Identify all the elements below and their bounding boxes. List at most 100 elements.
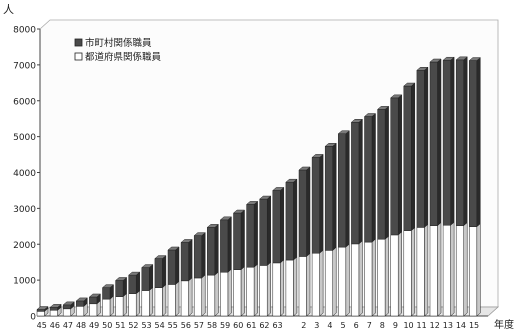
- bar-segment-prefectural: [298, 252, 311, 317]
- bar-segment-municipal-face: [376, 106, 390, 110]
- bar-segment-prefectural: [128, 290, 140, 317]
- bar-segment-municipal-face: [206, 224, 219, 228]
- bar-segment-municipal-face: [62, 301, 75, 306]
- bar-segment-municipal: [180, 238, 193, 282]
- bar-segment-municipal-face: [115, 280, 124, 297]
- bar-segment-municipal-face: [377, 109, 386, 240]
- bar-segment-municipal-face: [272, 187, 285, 191]
- bar-segment-municipal-face: [345, 130, 350, 248]
- bar-segment-municipal-face: [89, 296, 98, 305]
- bar-segment-municipal-face: [298, 169, 307, 257]
- x-tick-label: 10: [403, 321, 413, 330]
- x-tick-label: 52: [128, 321, 138, 330]
- bar-segment-municipal-face: [253, 200, 258, 268]
- bar-segment-municipal: [403, 82, 416, 232]
- bar-segment-municipal: [206, 223, 219, 276]
- bar-segment-municipal: [141, 264, 154, 292]
- bar-segment-municipal-face: [214, 223, 219, 276]
- bar-segment-prefectural: [115, 293, 127, 317]
- x-tick-label: 15: [469, 321, 479, 330]
- bar-segment-municipal: [416, 66, 429, 228]
- x-tick-label: 4: [327, 321, 332, 330]
- bar-segment-prefectural-face: [403, 230, 412, 317]
- bar-segment-prefectural-face: [240, 266, 245, 317]
- x-tick-label: 12: [430, 321, 440, 330]
- bar-segment-prefectural-face: [266, 261, 271, 317]
- bar-segment-municipal-face: [75, 297, 88, 302]
- bar-segment-prefectural-face: [76, 306, 85, 317]
- y-tick-label: 2000: [13, 241, 36, 251]
- bar-segment-municipal-face: [469, 60, 478, 227]
- bar-segment-prefectural-face: [102, 298, 111, 317]
- bar-segment-prefectural: [233, 266, 245, 317]
- bar-segment-municipal-face: [337, 130, 350, 135]
- bar-segment-municipal-face: [240, 209, 245, 271]
- y-tick-label: 6000: [13, 97, 36, 107]
- bar-segment-prefectural-face: [193, 277, 202, 317]
- bar-segment-municipal: [245, 200, 259, 268]
- bar-segment-prefectural-face: [397, 231, 402, 317]
- y-tick-label: 0: [30, 313, 36, 323]
- bar-segment-municipal-face: [280, 186, 285, 264]
- bar-segment-prefectural-face: [377, 238, 386, 317]
- bar-segment-municipal-face: [167, 249, 176, 285]
- bar-segment-prefectural-face: [442, 224, 451, 317]
- x-tick-label: 53: [141, 321, 151, 330]
- bar-segment-prefectural: [154, 284, 167, 317]
- bar-segment-prefectural-face: [455, 225, 464, 317]
- bar-segment-prefectural-face: [89, 303, 98, 317]
- bar-segment-municipal: [324, 142, 337, 251]
- bar-segment-prefectural: [469, 223, 481, 317]
- bar-segment-municipal-face: [350, 119, 364, 123]
- bar-segment-municipal-face: [416, 70, 425, 228]
- bar-segment-prefectural-face: [62, 308, 71, 317]
- bar-segment-prefectural-face: [469, 226, 478, 317]
- bar-segment-municipal: [88, 293, 102, 305]
- x-tick-label: 49: [89, 321, 99, 330]
- bar-segment-municipal-face: [429, 58, 442, 63]
- bar-segment-prefectural-face: [390, 234, 399, 317]
- bar-segment-municipal-face: [306, 166, 311, 257]
- bar-segment-prefectural-face: [175, 280, 180, 317]
- bar-segment-municipal-face: [219, 216, 233, 221]
- bar-segment-municipal-face: [232, 209, 246, 214]
- x-tick-label: 55: [168, 321, 178, 330]
- bar-segment-prefectural-face: [122, 293, 127, 317]
- bar-segment-municipal: [154, 255, 167, 289]
- bar-segment-municipal-face: [429, 61, 438, 226]
- bar-segment-municipal-face: [101, 284, 115, 288]
- bar-segment-municipal-face: [463, 56, 468, 227]
- bar-segment-prefectural-face: [246, 266, 255, 317]
- bar-segment-prefectural-face: [298, 256, 307, 317]
- bar-segment-prefectural: [403, 227, 416, 317]
- bar-segment-prefectural-face: [141, 290, 150, 317]
- bar-segment-prefectural: [272, 259, 285, 317]
- bar-segment-municipal: [259, 195, 272, 266]
- bar-segment-municipal-face: [193, 232, 206, 236]
- bar-segment-municipal-face: [311, 157, 320, 254]
- bar-segment-municipal-face: [416, 67, 429, 71]
- y-axis-label: 人: [3, 3, 14, 16]
- bar-segment-prefectural: [442, 221, 455, 317]
- x-tick-label: 59: [220, 321, 230, 330]
- bar-segment-prefectural: [324, 246, 337, 317]
- bar-segment-municipal-face: [455, 56, 468, 61]
- x-tick-label: 61: [246, 321, 256, 330]
- bar-segment-prefectural-face: [201, 274, 206, 317]
- bar-segment-municipal-face: [424, 66, 429, 228]
- bar-segment-municipal-face: [390, 97, 399, 236]
- bar-segment-municipal-face: [468, 57, 481, 61]
- bar-segment-municipal-face: [285, 181, 294, 261]
- bar-segment-prefectural-face: [253, 263, 258, 317]
- bar-segment-prefectural-face: [220, 271, 229, 317]
- x-tick-label: 57: [194, 321, 204, 330]
- bar-segment-municipal: [101, 284, 115, 300]
- bar-segment-municipal-face: [363, 113, 377, 117]
- x-tick-label: 47: [63, 321, 73, 330]
- bar-segment-prefectural-face: [324, 250, 333, 317]
- bar-segment-prefectural-face: [233, 269, 242, 317]
- y-tick-label: 3000: [13, 205, 36, 215]
- bar-segment-prefectural-face: [280, 259, 285, 317]
- x-tick-label: 46: [50, 321, 60, 330]
- x-tick-label: 63: [272, 321, 282, 330]
